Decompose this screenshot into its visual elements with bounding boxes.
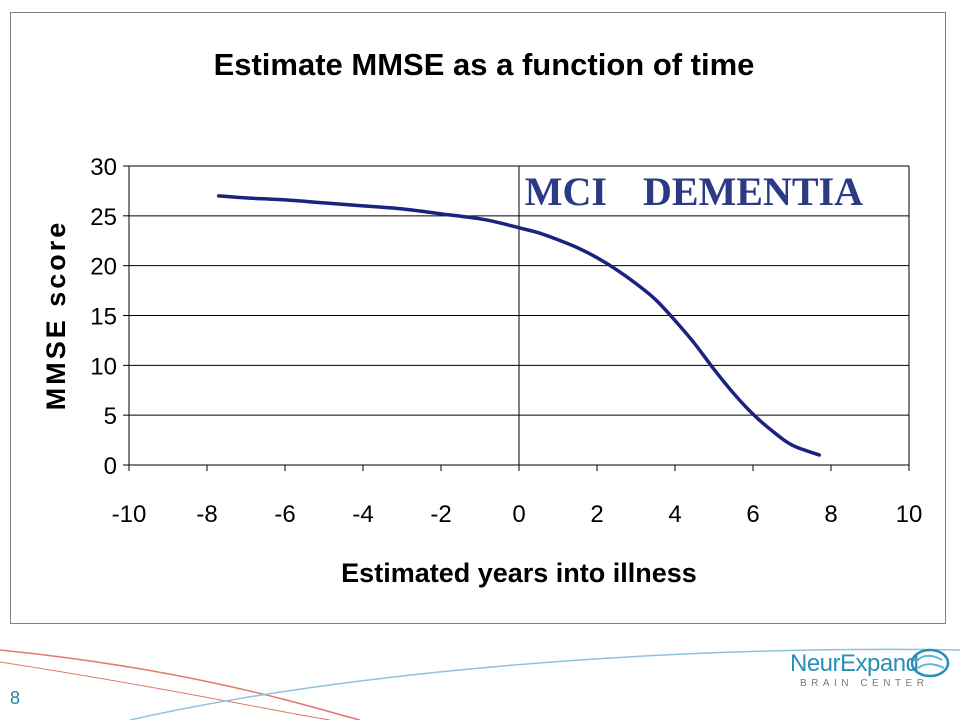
x-tick-label: -10	[112, 501, 147, 528]
logo-name: NeurExpand	[790, 650, 919, 677]
brain-icon	[910, 648, 950, 678]
annotation-dementia: DEMENTIA	[643, 169, 863, 214]
x-tick-label: 4	[668, 501, 681, 528]
x-tick-label: -2	[430, 501, 451, 528]
footer-swoosh	[0, 648, 960, 720]
y-tick-label: 5	[104, 403, 117, 430]
y-tick-label: 0	[104, 453, 117, 480]
y-axis-title: MMSE score	[41, 220, 71, 411]
x-tick-label: 8	[824, 501, 837, 528]
chart-frame: Estimate MMSE as a function of time 0 5 10…	[10, 12, 946, 624]
plot-area: 0 5 10 15 20 25 30 -10 -8 -6 -4 -2 0 2 4 6 8 10 MCI DEMENTI…	[90, 154, 922, 528]
annotation-mci: MCI	[525, 169, 607, 214]
brand-logo: NeurExpand BRAIN CENTER	[790, 646, 950, 692]
y-tick-label: 30	[90, 154, 117, 181]
chart-title: Estimate MMSE as a function of time	[214, 47, 755, 82]
x-tick-label: 2	[590, 501, 603, 528]
logo-tagline: BRAIN CENTER	[800, 678, 929, 689]
x-axis-title: Estimated years into illness	[341, 558, 697, 588]
slide-number: 8	[10, 688, 21, 708]
y-tick-label: 20	[90, 254, 117, 281]
series-line	[216, 194, 822, 457]
x-tick-label: 6	[746, 501, 759, 528]
y-tick-label: 10	[90, 353, 117, 380]
x-tick-label: 0	[512, 501, 525, 528]
y-tick-label: 25	[90, 204, 117, 231]
y-tick-label: 15	[90, 304, 117, 331]
x-tick-label: -8	[196, 501, 217, 528]
x-tick-label: -6	[274, 501, 295, 528]
chart-svg: Estimate MMSE as a function of time 0 5 10…	[41, 47, 922, 588]
x-tick-label: -4	[352, 501, 373, 528]
x-tick-label: 10	[896, 501, 923, 528]
